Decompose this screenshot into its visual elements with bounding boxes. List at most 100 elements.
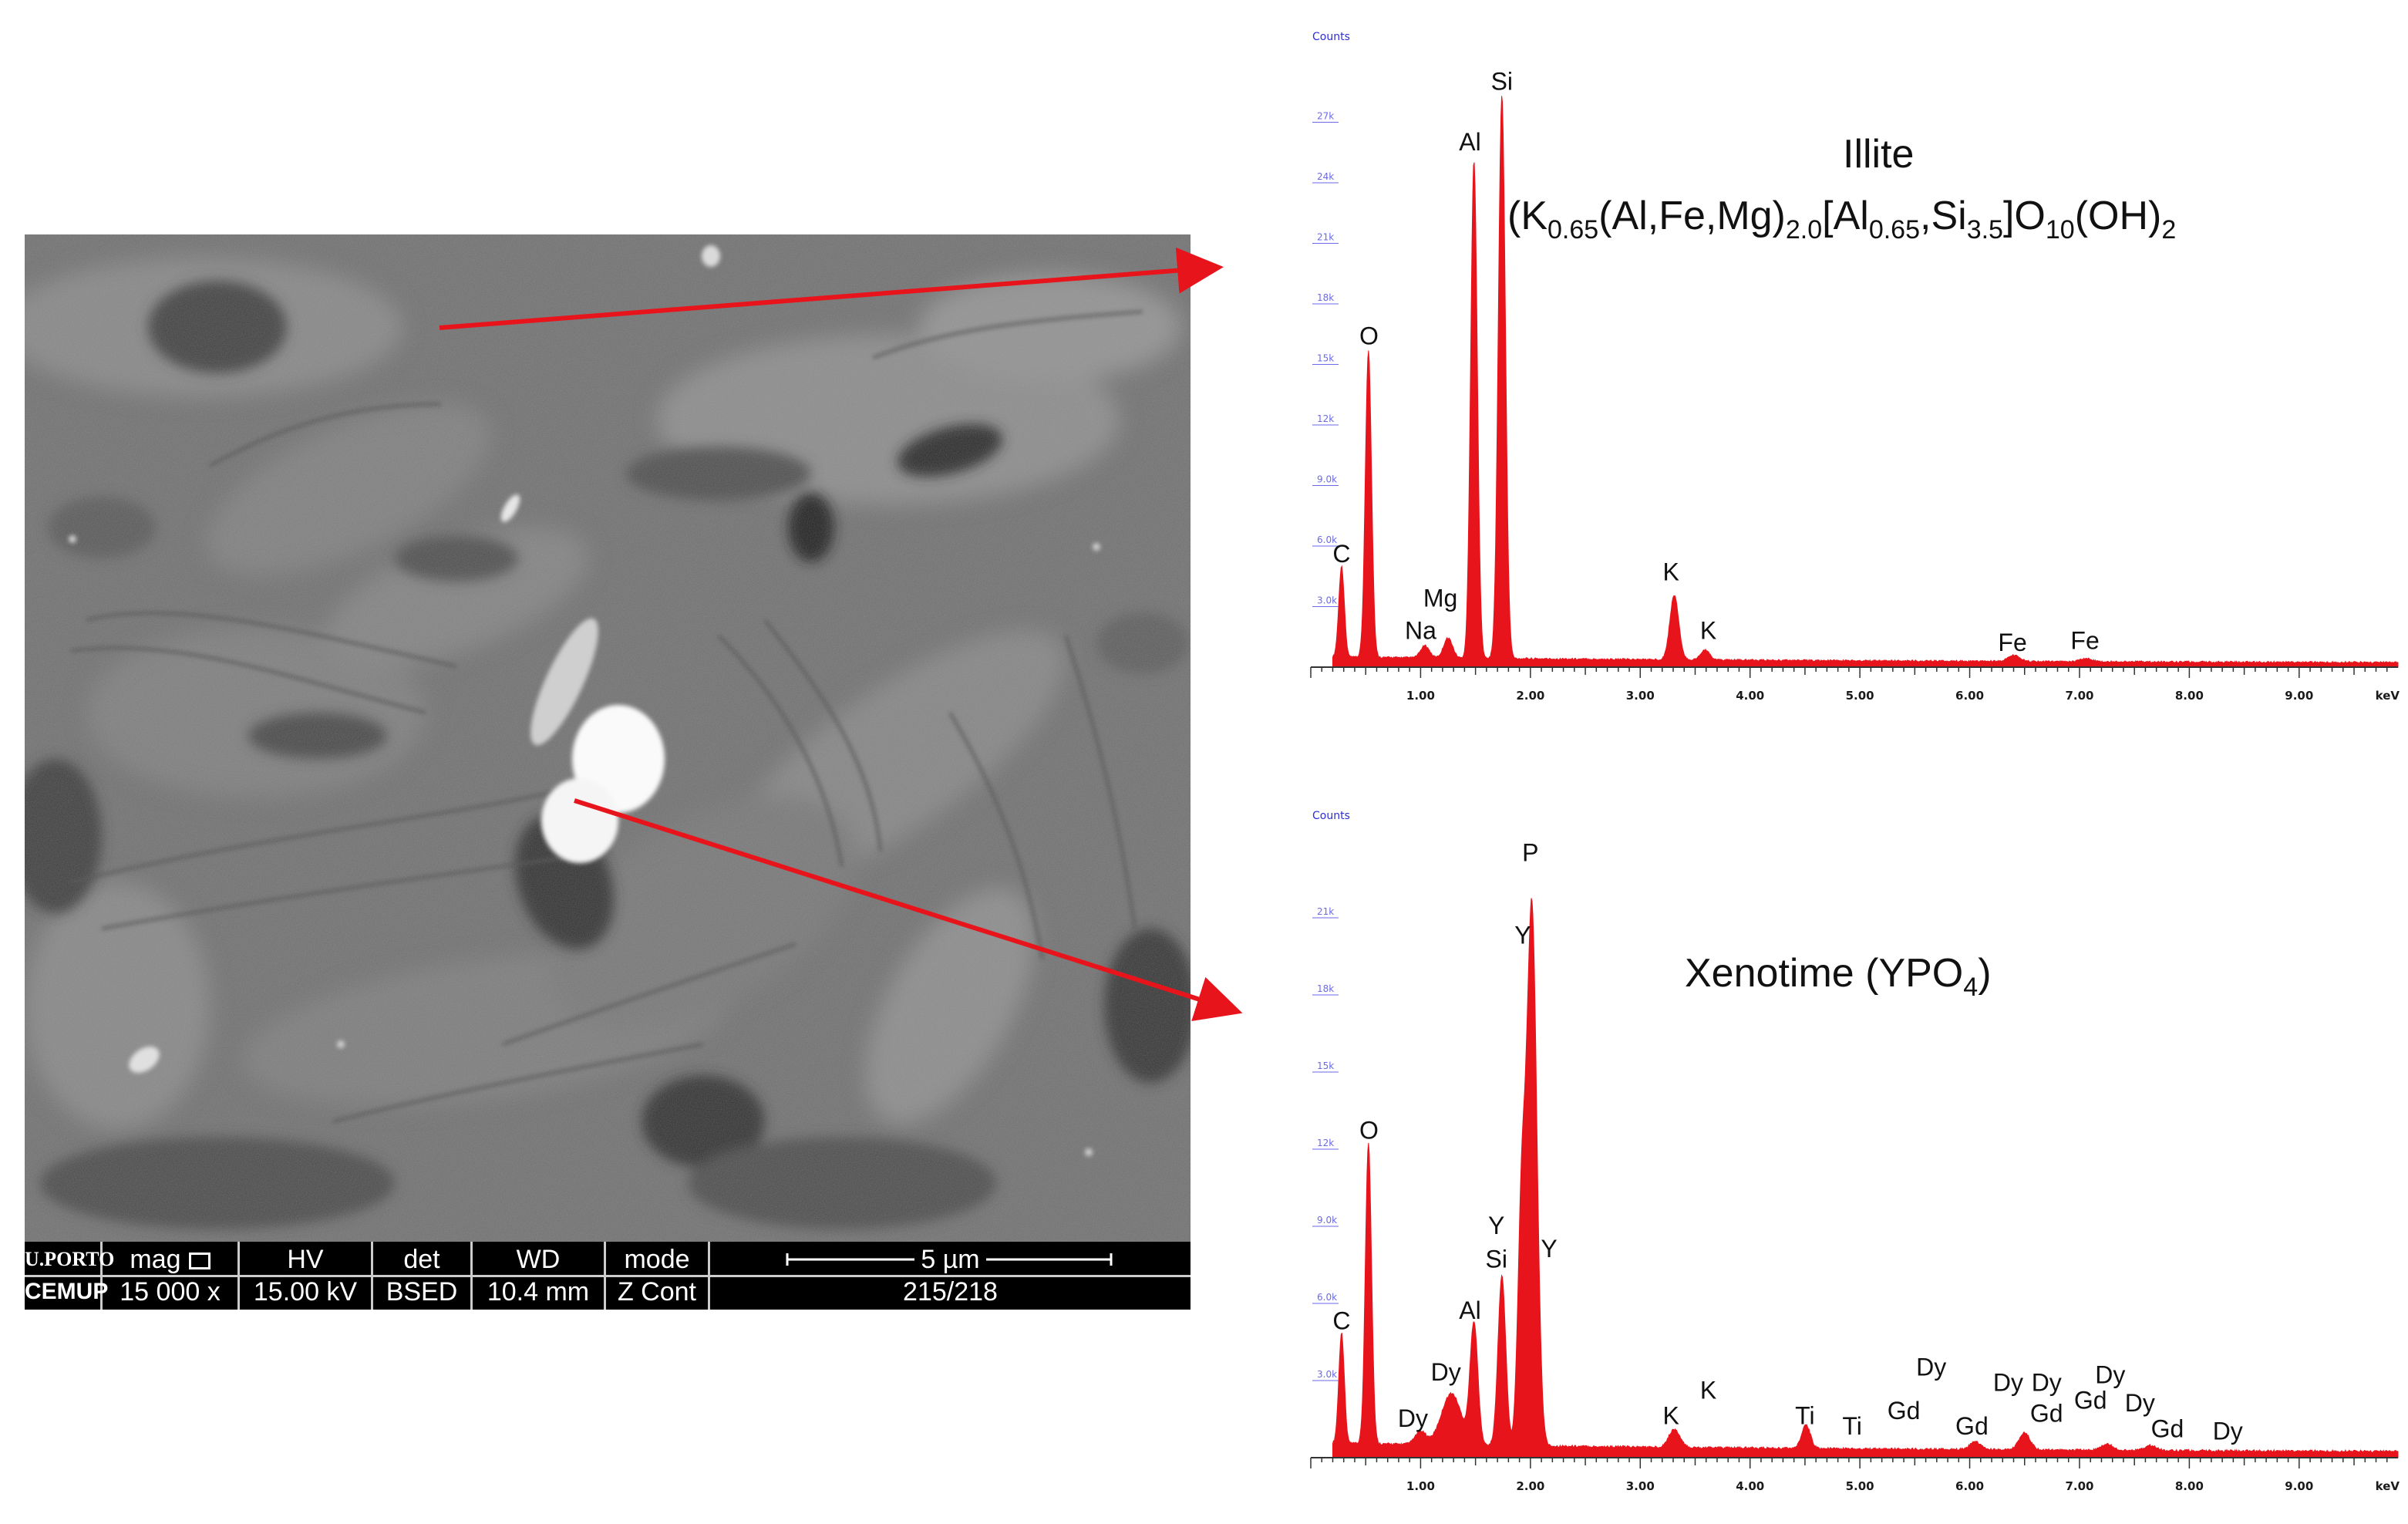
scale-bar: 5 µm bbox=[710, 1243, 1191, 1276]
y-tick-label: 6.0k bbox=[1317, 534, 1337, 545]
mag-box-icon bbox=[188, 1253, 210, 1270]
wd-label: WD bbox=[516, 1245, 561, 1274]
scale-label: 5 µm bbox=[914, 1245, 986, 1274]
x-tick-label: 1.00 bbox=[1406, 1479, 1435, 1493]
x-tick-label: 9.00 bbox=[2285, 1479, 2313, 1493]
peak-label: C bbox=[1332, 540, 1350, 568]
sem-image bbox=[25, 234, 1191, 1242]
x-tick-label: 8.00 bbox=[2175, 689, 2204, 703]
mag-label: mag bbox=[130, 1245, 181, 1274]
hv-cell: HV 15.00 kV bbox=[240, 1242, 373, 1310]
peak-label: Al bbox=[1459, 1296, 1480, 1324]
sem-databar: U.PORTO CEMUP mag 15 000 x HV 15.00 kV d… bbox=[25, 1242, 1191, 1310]
peak-label: Ti bbox=[1842, 1412, 1861, 1440]
y-tick-label: 12k bbox=[1317, 413, 1334, 424]
spectrum-trace bbox=[1332, 898, 2399, 1458]
x-tick-label: 2.00 bbox=[1516, 1479, 1544, 1493]
y-tick-label: 27k bbox=[1317, 111, 1334, 122]
logo-bottom-text: CEMUP bbox=[25, 1279, 109, 1304]
y-tick-label: 15k bbox=[1317, 1060, 1334, 1071]
y-tick-label: 21k bbox=[1317, 906, 1334, 917]
mode-cell: mode Z Cont bbox=[606, 1242, 710, 1310]
x-tick-label: 4.00 bbox=[1736, 689, 1764, 703]
peak-label: Y bbox=[1514, 921, 1531, 949]
x-tick-label: 7.00 bbox=[2065, 689, 2093, 703]
spectrum-trace bbox=[1332, 96, 2399, 668]
y-tick-label: 9.0k bbox=[1317, 1215, 1337, 1226]
eds-spectrum-xenotime: 1.00 2.00 3.00 4.00 5.00 6.00 7.00 8.00 9.00 keV C… bbox=[1280, 794, 2406, 1496]
peak-label: Y bbox=[1488, 1212, 1504, 1239]
y-tick-label: 3.0k bbox=[1317, 1369, 1337, 1380]
spectrum-xenotime-plot: 1.00 2.00 3.00 4.00 5.00 6.00 7.00 8.00 9.00 keV C… bbox=[1310, 810, 2400, 1493]
xenotime-label: Xenotime (YPO4) bbox=[1685, 951, 1992, 1002]
peak-label: Si bbox=[1485, 1245, 1507, 1273]
peak-label: O bbox=[1359, 322, 1379, 349]
y-axis-title: Counts bbox=[1312, 31, 1350, 43]
x-tick-label: 6.00 bbox=[1955, 1479, 1984, 1493]
sem-micrograph: U.PORTO CEMUP mag 15 000 x HV 15.00 kV d… bbox=[25, 234, 1191, 1310]
logo-top-text: U.PORTO bbox=[25, 1248, 115, 1270]
x-tick-label: 4.00 bbox=[1736, 1479, 1764, 1493]
x-tick-label: 2.00 bbox=[1516, 689, 1544, 703]
peak-label: Si bbox=[1491, 68, 1513, 96]
det-value: BSED bbox=[386, 1277, 458, 1307]
det-label: det bbox=[403, 1245, 440, 1274]
y-tick-label: 18k bbox=[1317, 983, 1334, 994]
x-tick-label: 8.00 bbox=[2175, 1479, 2204, 1493]
scale-cell: 5 µm 215/218 bbox=[710, 1242, 1191, 1310]
peak-label: Fe bbox=[1998, 629, 2026, 656]
y-tick-label: 9.0k bbox=[1317, 474, 1337, 485]
peak-label: P bbox=[1522, 839, 1538, 867]
peak-label: Dy bbox=[1431, 1358, 1461, 1386]
image-number: 215/218 bbox=[903, 1277, 998, 1307]
peak-label: Dy bbox=[2125, 1389, 2155, 1417]
wd-cell: WD 10.4 mm bbox=[473, 1242, 606, 1310]
peak-label: Dy bbox=[2032, 1368, 2062, 1396]
peak-label: O bbox=[1359, 1117, 1379, 1145]
peak-label: Ti bbox=[1795, 1402, 1814, 1430]
peak-label: K bbox=[1662, 1402, 1679, 1430]
y-tick-label: 6.0k bbox=[1317, 1292, 1337, 1303]
hv-label: HV bbox=[287, 1245, 324, 1274]
x-unit-label: keV bbox=[2376, 689, 2400, 703]
y-tick-label: 15k bbox=[1317, 353, 1334, 364]
peak-label: Mg bbox=[1423, 585, 1457, 612]
eds-spectrum-illite: 1.00 2.00 3.00 4.00 5.00 6.00 7.00 8.00 9.00 keV C… bbox=[1280, 15, 2406, 717]
x-tick-label: 1.00 bbox=[1406, 689, 1435, 703]
y-tick-label: 18k bbox=[1317, 292, 1334, 303]
peak-label: Gd bbox=[2030, 1399, 2063, 1427]
spectrum-illite-plot: 1.00 2.00 3.00 4.00 5.00 6.00 7.00 8.00 9.00 keV C… bbox=[1310, 31, 2400, 703]
x-tick-label: 3.00 bbox=[1626, 1479, 1655, 1493]
det-cell: det BSED bbox=[373, 1242, 473, 1310]
y-tick-label: 24k bbox=[1317, 171, 1334, 182]
x-tick-label: 9.00 bbox=[2285, 689, 2313, 703]
y-tick-label: 3.0k bbox=[1317, 595, 1337, 606]
peak-label: K bbox=[1700, 616, 1716, 644]
peak-label: Dy bbox=[2213, 1418, 2243, 1445]
y-tick-label: 12k bbox=[1317, 1138, 1334, 1148]
peak-label: Gd bbox=[1955, 1412, 1989, 1440]
peak-label: Fe bbox=[2070, 626, 2099, 654]
lab-logo: U.PORTO CEMUP bbox=[25, 1242, 115, 1310]
peak-label: Dy bbox=[2095, 1360, 2125, 1388]
peak-label: Dy bbox=[1993, 1368, 2023, 1396]
peak-label: Al bbox=[1459, 128, 1480, 156]
peak-label: K bbox=[1700, 1376, 1716, 1404]
x-tick-label: 5.00 bbox=[1846, 1479, 1874, 1493]
mode-label: mode bbox=[624, 1245, 690, 1274]
peak-label: Gd bbox=[1888, 1397, 1921, 1425]
x-tick-label: 6.00 bbox=[1955, 689, 1984, 703]
y-axis-title: Counts bbox=[1312, 810, 1350, 822]
peak-label: Gd bbox=[2151, 1414, 2184, 1442]
peak-label: Dy bbox=[1916, 1353, 1946, 1381]
peak-label: K bbox=[1662, 558, 1679, 585]
mag-value: 15 000 x bbox=[120, 1277, 221, 1307]
wd-value: 10.4 mm bbox=[487, 1277, 590, 1307]
peak-label: Na bbox=[1405, 616, 1436, 644]
peak-label: Y bbox=[1541, 1235, 1557, 1263]
x-unit-label: keV bbox=[2376, 1479, 2400, 1493]
x-tick-label: 5.00 bbox=[1846, 689, 1874, 703]
peak-label: C bbox=[1332, 1307, 1350, 1334]
x-tick-label: 3.00 bbox=[1626, 689, 1655, 703]
mag-cell: mag 15 000 x bbox=[103, 1242, 240, 1310]
